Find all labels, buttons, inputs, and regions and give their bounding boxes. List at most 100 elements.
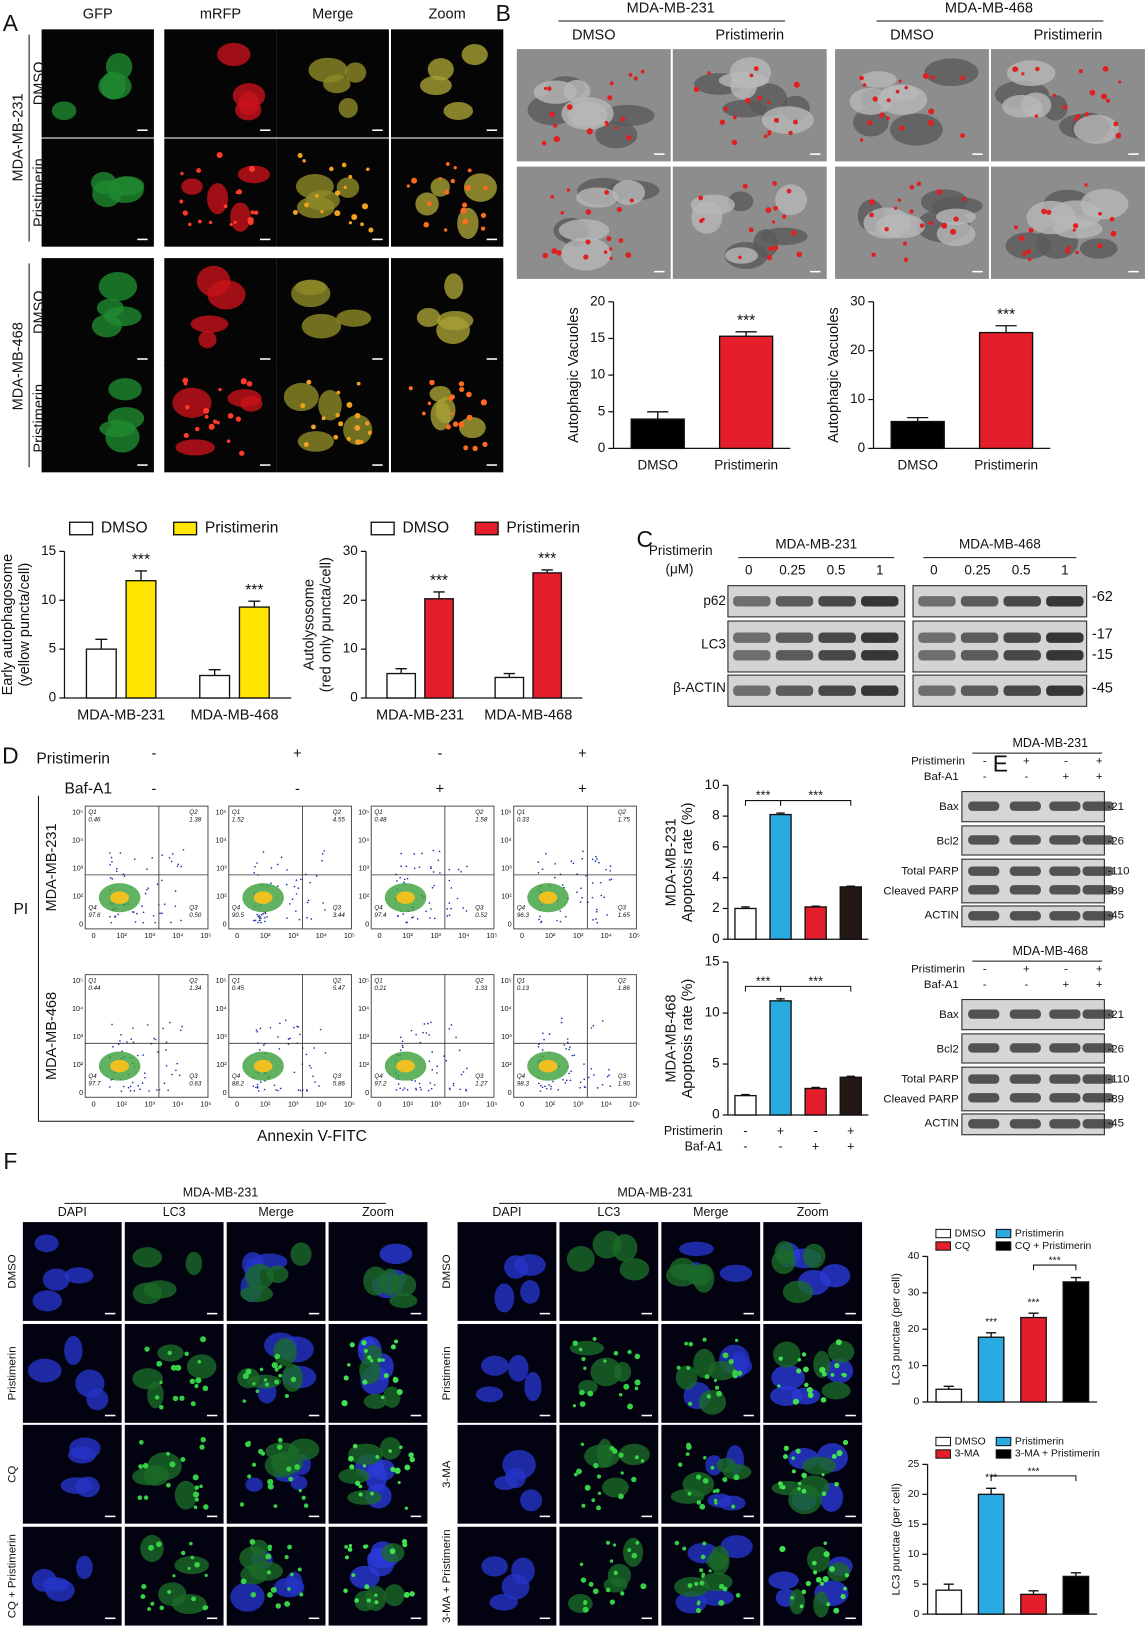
cell: [207, 183, 229, 215]
label: 10⁴: [358, 835, 369, 844]
puncta: [702, 1541, 707, 1546]
label: 0: [508, 1088, 512, 1097]
puncta: [194, 1497, 199, 1502]
event: [161, 879, 163, 882]
y-axis-title: LC3 punctae (per cell): [890, 1483, 902, 1596]
puncta: [393, 1376, 397, 1381]
event: [446, 908, 449, 910]
event: [399, 876, 401, 879]
band: [968, 1119, 1000, 1129]
label: Q4: [88, 905, 97, 912]
label: 10⁴: [500, 1004, 511, 1013]
band: [960, 632, 999, 643]
event: [427, 1022, 429, 1025]
y-tick-label: 30: [908, 1288, 920, 1299]
density: [253, 1059, 273, 1073]
bar: [424, 598, 454, 699]
puncta: [137, 1495, 143, 1501]
puncta: [618, 238, 624, 243]
puncta: [438, 176, 442, 181]
cell: [561, 237, 612, 271]
error-bar: [503, 672, 516, 678]
x-tick-label: MDA-MB-231: [376, 708, 464, 724]
puncta: [200, 1436, 206, 1443]
puncta: [635, 1540, 640, 1545]
x-tick-label: Pristimerin: [974, 458, 1038, 473]
puncta: [381, 1358, 385, 1362]
y-tick-label: 15: [590, 330, 605, 345]
puncta: [801, 1472, 807, 1479]
panel-letter: C: [636, 526, 653, 552]
puncta: [175, 1364, 182, 1371]
event: [537, 861, 540, 863]
label: 10²: [359, 892, 370, 901]
puncta: [249, 1538, 256, 1545]
cell: [239, 1546, 268, 1570]
puncta: [699, 1580, 705, 1586]
y-axis-title: (red only puncta/cell): [318, 557, 334, 692]
event: [109, 852, 111, 854]
event: [120, 1034, 122, 1036]
label: 10³: [359, 1032, 370, 1041]
y-axis-title: Early autophagosome: [0, 554, 16, 696]
puncta: [791, 1469, 796, 1474]
cell: [437, 310, 474, 331]
label: Q3: [618, 905, 627, 912]
cell: [380, 1268, 400, 1296]
label: 0: [235, 1100, 239, 1109]
event: [255, 1029, 258, 1031]
band: [1009, 1093, 1041, 1103]
puncta: [634, 1455, 639, 1460]
cell: [68, 1446, 97, 1464]
bar: [935, 1388, 963, 1403]
label: Q3: [333, 1073, 342, 1080]
label: 10⁴: [458, 1100, 469, 1109]
event: [429, 1082, 432, 1084]
label: 10⁵: [501, 976, 512, 985]
puncta: [793, 81, 800, 88]
puncta: [406, 184, 411, 188]
cell: [427, 58, 454, 81]
event: [156, 883, 159, 886]
error-bar: [1070, 1572, 1081, 1577]
puncta: [695, 1474, 702, 1480]
puncta: [172, 1574, 176, 1578]
event: [307, 899, 310, 902]
row-label: DMSO: [441, 1254, 453, 1288]
cell: [576, 187, 619, 208]
event: [465, 910, 468, 912]
puncta: [592, 1588, 599, 1595]
event: [122, 1085, 125, 1088]
label: Q3: [189, 905, 198, 912]
event: [450, 907, 452, 910]
y-tick-label: 0: [49, 690, 57, 705]
event: [293, 885, 296, 888]
event: [579, 1081, 582, 1084]
event: [599, 881, 602, 884]
puncta: [767, 131, 772, 136]
event: [256, 913, 259, 916]
puncta: [585, 239, 591, 245]
puncta: [703, 1455, 707, 1460]
y-tick-label: 20: [590, 293, 605, 308]
label: 10²: [73, 1060, 84, 1069]
y-axis-title: LC3 punctae (per cell): [890, 1273, 902, 1386]
event: [600, 894, 603, 897]
event: [569, 1079, 572, 1082]
event: [609, 865, 612, 867]
event: [595, 855, 597, 858]
puncta: [156, 1541, 162, 1548]
cell: [174, 1556, 210, 1575]
event: [178, 1074, 181, 1077]
label: +: [812, 1140, 819, 1154]
y-tick-label: 15: [41, 543, 56, 558]
puncta: [297, 152, 303, 158]
cell: [623, 1537, 644, 1567]
label: 10²: [545, 1100, 556, 1109]
event: [557, 1088, 560, 1091]
cell: [716, 1457, 736, 1473]
puncta: [195, 1377, 202, 1384]
y-tick-label: 5: [913, 1579, 919, 1590]
label: 0: [235, 931, 239, 940]
puncta: [928, 108, 935, 115]
